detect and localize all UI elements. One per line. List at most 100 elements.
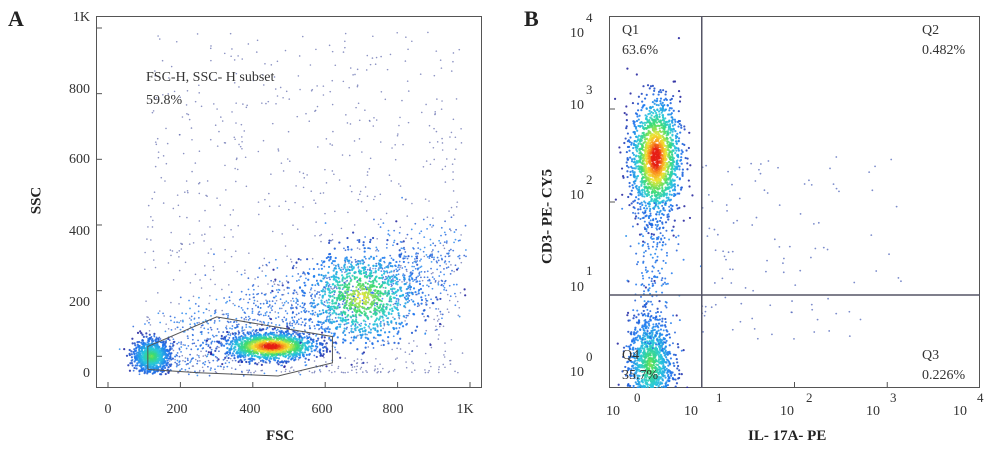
panel-a-event [188, 118, 191, 121]
panel-a-event [408, 353, 411, 355]
panel-a-event [439, 310, 442, 313]
panel-a-event [340, 371, 343, 373]
panel-a-event [331, 295, 334, 298]
panel-a-event [177, 341, 180, 344]
panel-a-event [438, 275, 441, 277]
panel-a-event [264, 314, 267, 317]
panel-a-event [288, 160, 291, 163]
panel-a-event [176, 352, 179, 354]
panel-a-event [178, 303, 180, 305]
panel-a-event [242, 349, 245, 352]
panel-a-event [226, 347, 229, 350]
panel-a-event [422, 218, 425, 221]
panel-a-event [261, 264, 264, 267]
panel-a-event [208, 309, 210, 312]
panel-a-event [310, 301, 312, 304]
panel-a-event [360, 337, 362, 339]
panel-a-event [323, 260, 326, 263]
panel-a-event [236, 168, 239, 171]
panel-a-event [233, 357, 236, 360]
panel-a-event [387, 293, 390, 296]
panel-a-event [423, 271, 426, 273]
panel-a-event [297, 333, 300, 336]
panel-a-event [194, 370, 196, 373]
panel-a-event [303, 318, 306, 321]
panel-a-event [266, 300, 269, 303]
panel-a-event [464, 224, 467, 227]
panel-a-event [439, 59, 442, 61]
panel-a-event [412, 280, 414, 282]
panel-a-event [413, 369, 416, 371]
panel-a-event [400, 247, 403, 250]
panel-a-event [224, 142, 227, 144]
panel-a-event [330, 332, 333, 335]
panel-a-event [246, 347, 249, 350]
panel-a-event [352, 74, 354, 76]
panel-a-event [395, 260, 398, 264]
panel-a-event [191, 138, 193, 141]
panel-a-event [270, 279, 273, 282]
panel-a-event [205, 339, 209, 342]
panel-a-event [176, 194, 179, 196]
panel-a-event [444, 255, 447, 258]
panel-a-event [309, 64, 312, 66]
panel-a-event [440, 234, 442, 237]
panel-a-event [192, 295, 195, 298]
panel-a-event [336, 298, 339, 301]
panel-a-event [357, 265, 360, 268]
panel-a-event [230, 55, 232, 58]
panel-a-event [209, 138, 212, 141]
panel-a-event [278, 307, 281, 310]
panel-a-event [363, 247, 366, 250]
panel-a-event [172, 349, 175, 352]
panel-a-event [444, 280, 446, 283]
panel-a-event [167, 327, 170, 330]
panel-a-event [200, 326, 202, 329]
panel-a-event [221, 309, 223, 312]
panel-a-event [138, 373, 141, 376]
panel-a-event [314, 306, 317, 308]
panel-a-event [277, 316, 280, 318]
panel-a-event [353, 360, 356, 362]
panel-a-event [396, 357, 398, 359]
panel-a-event [232, 347, 236, 350]
panel-a-event [157, 354, 160, 357]
panel-a-event [190, 127, 193, 129]
panel-a-event [331, 302, 334, 305]
panel-a-event [393, 368, 396, 371]
panel-a-event [401, 294, 405, 297]
panel-a-event [174, 328, 177, 330]
panel-a-event [163, 357, 166, 361]
panel-a-event [457, 267, 460, 270]
panel-a-event [378, 276, 381, 280]
panel-a-event [177, 371, 179, 374]
panel-a-event [404, 60, 407, 62]
panel-a-event [204, 233, 206, 236]
panel-a-event [164, 345, 167, 349]
panel-a-event [314, 284, 317, 287]
panel-a-event [251, 312, 254, 314]
panel-a-event [398, 260, 401, 263]
panel-a-event [273, 356, 277, 359]
panel-a-event [202, 362, 204, 365]
panel-a-event [405, 292, 407, 295]
panel-a-event [422, 250, 425, 253]
panel-a-event [360, 312, 364, 315]
panel-a-event [229, 321, 232, 323]
panel-a-event [328, 301, 331, 304]
panel-a-event [388, 271, 391, 274]
panel-a-event [378, 267, 380, 269]
panel-a-event [387, 340, 389, 343]
panel-a-event [153, 350, 156, 353]
panel-a-event [145, 343, 148, 346]
panel-a-event [225, 189, 227, 191]
panel-a-event [325, 285, 328, 288]
panel-a-event [298, 353, 302, 357]
panel-a-event [269, 291, 272, 294]
panel-a-event [263, 356, 266, 359]
panel-a-event [440, 67, 443, 69]
panel-a-event [197, 317, 200, 319]
panel-a-event [226, 365, 229, 368]
panel-a-event [222, 368, 225, 370]
panel-a-event [320, 263, 323, 267]
